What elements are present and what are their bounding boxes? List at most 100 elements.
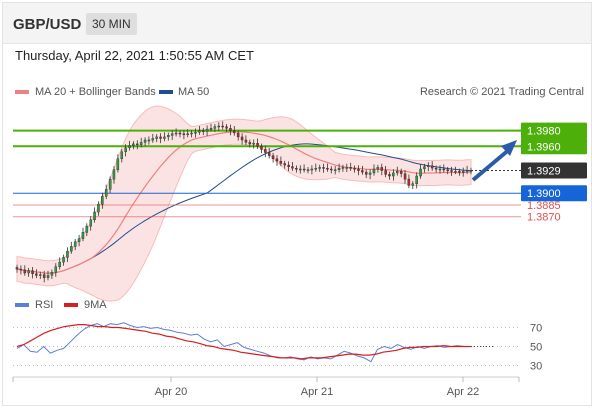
candle-body — [186, 133, 189, 136]
candle-body — [85, 225, 89, 233]
candle-body — [54, 266, 58, 273]
candle-body — [213, 126, 217, 129]
legend-swatch-9ma — [64, 303, 78, 307]
candle-body — [209, 128, 213, 130]
candle-body — [365, 171, 368, 175]
candle-body — [217, 125, 220, 128]
candle-body — [221, 125, 224, 128]
candle-body — [31, 270, 34, 275]
candle-body — [330, 168, 333, 171]
candle-body — [39, 274, 42, 276]
candle-body — [295, 167, 298, 170]
candle-body — [462, 171, 465, 173]
candle-body — [124, 147, 127, 152]
candle-body — [446, 169, 450, 172]
candle-body — [132, 143, 135, 146]
candle-body — [392, 172, 395, 177]
x-tick-label-0: Apr 20 — [155, 386, 187, 398]
candle-body — [314, 167, 318, 170]
candle-body — [361, 170, 364, 173]
candle-body — [465, 170, 469, 172]
candle-body — [427, 165, 430, 168]
legend-label-ma50: MA 50 — [178, 86, 209, 98]
x-tick-label-2: Apr 22 — [447, 386, 479, 398]
legend-label-9ma: 9MA — [84, 299, 107, 311]
level-tag-4: 1.3885 — [527, 200, 561, 212]
candle-body — [101, 196, 104, 205]
candle-body — [232, 130, 236, 134]
candle-body — [384, 170, 387, 175]
candle-body — [205, 128, 209, 132]
candle-body — [337, 167, 341, 170]
trend-arrow — [471, 140, 517, 182]
level-tag-0: 1.3980 — [527, 126, 561, 138]
candle-body — [287, 164, 290, 167]
candle-body — [372, 168, 376, 174]
candle-body — [66, 250, 69, 258]
candle-body — [454, 171, 457, 173]
candle-body — [155, 136, 158, 139]
candle-body — [260, 146, 263, 150]
candle-body — [407, 178, 411, 186]
level-tag-box-3 — [521, 185, 587, 202]
level-tag-2: 1.3929 — [527, 166, 561, 178]
candle-body — [35, 273, 38, 276]
candlesticks — [15, 121, 473, 283]
candle-body — [376, 167, 380, 170]
candle-body — [415, 175, 418, 185]
bollinger-band-area — [16, 105, 472, 302]
candle-body — [353, 167, 356, 170]
candle-body — [46, 275, 50, 278]
candle-body — [147, 139, 151, 142]
candle-body — [81, 232, 85, 239]
candle-body — [302, 168, 306, 171]
level-tag-box-1 — [521, 138, 587, 155]
candle-body — [170, 133, 174, 136]
candle-body — [27, 270, 30, 274]
datetime-label: Thursday, April 22, 2021 1:50:55 AM CET — [15, 48, 254, 63]
candle-body — [434, 167, 438, 170]
candle-body — [326, 167, 329, 170]
legend: MA 20 + Bollinger Bands MA 50 Research ©… — [15, 86, 584, 98]
candle-body — [299, 168, 302, 171]
candle-body — [240, 136, 244, 141]
price-chart: MA 20 + Bollinger Bands MA 50 Research ©… — [12, 86, 587, 398]
candle-body — [419, 168, 422, 177]
candle-body — [42, 274, 46, 278]
candle-body — [349, 167, 352, 169]
candle-body — [120, 151, 123, 160]
candle-body — [194, 131, 197, 134]
candle-body — [318, 167, 321, 169]
candle-body — [116, 158, 120, 171]
candle-body — [128, 145, 131, 148]
candle-body — [469, 170, 473, 172]
candle-body — [50, 272, 54, 276]
candle-body — [403, 173, 407, 180]
candle-body — [268, 152, 271, 156]
candle-body — [275, 158, 279, 162]
candle-body — [62, 257, 65, 263]
candle-body — [380, 167, 384, 171]
candle-body — [283, 163, 287, 166]
rsi-legend: RSI 9MA — [15, 299, 107, 311]
candle-body — [77, 238, 81, 242]
candle-body — [159, 136, 162, 139]
bollinger-bands — [16, 105, 472, 302]
candle-body — [279, 160, 283, 164]
candle-body — [357, 168, 360, 171]
legend-swatch-rsi — [15, 303, 29, 307]
candle-body — [104, 189, 108, 197]
candle-body — [73, 241, 77, 247]
candle-body — [388, 174, 391, 177]
candle-body — [15, 267, 19, 270]
arrow-head — [501, 140, 517, 156]
timeframe-button[interactable]: 30 MIN — [86, 13, 137, 35]
candle-body — [411, 183, 415, 186]
ma20-line — [16, 131, 472, 274]
legend-swatch-ma50 — [159, 90, 173, 94]
top-bar: GBP/USD 30 MIN — [3, 3, 591, 44]
candle-body — [306, 169, 310, 172]
candle-body — [442, 168, 446, 171]
candle-body — [450, 170, 453, 172]
